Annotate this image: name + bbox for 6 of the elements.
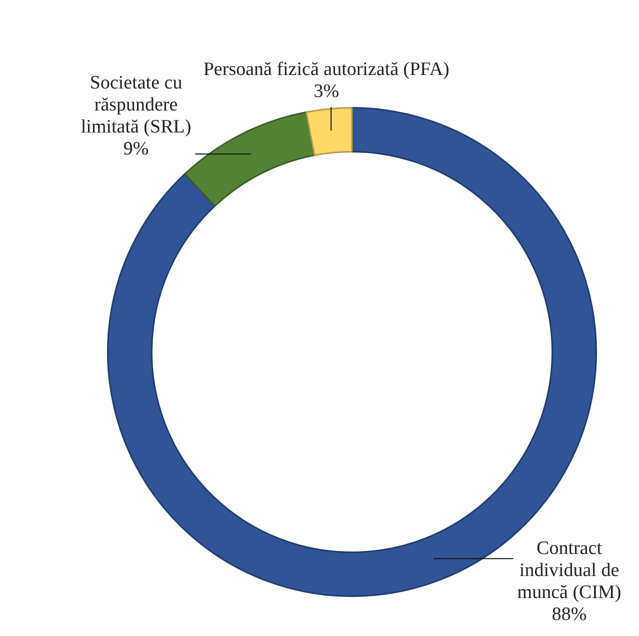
data-label: 9%	[123, 138, 149, 160]
slice-label: Societate cu răspundere limitată (SRL)	[80, 72, 192, 138]
data-label: 3%	[314, 80, 340, 102]
data-label: 88%	[552, 604, 587, 625]
slice-label: Contract individual de muncă (CIM)	[517, 538, 622, 603]
slice-label: Persoană fizică autorizată (PFA)	[203, 58, 450, 80]
